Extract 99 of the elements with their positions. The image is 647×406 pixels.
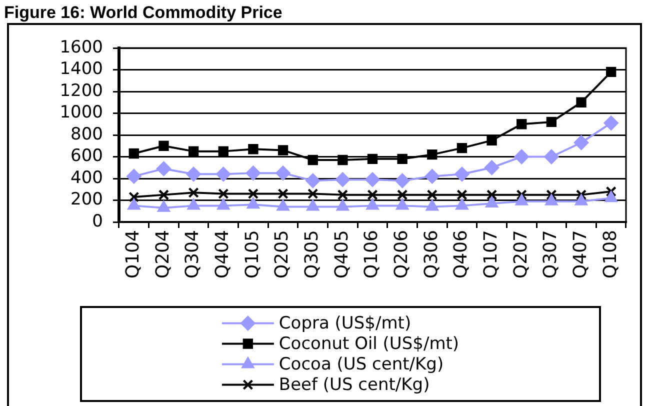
point bbox=[216, 198, 230, 210]
point bbox=[426, 189, 438, 200]
point bbox=[157, 200, 170, 212]
chart-title: Figure 16: World Commodity Price bbox=[4, 3, 282, 22]
point bbox=[246, 166, 261, 181]
x-tick-label: Q406 bbox=[450, 230, 472, 279]
point bbox=[515, 194, 528, 206]
point bbox=[338, 154, 348, 166]
x-tick-label: Q108 bbox=[600, 230, 621, 279]
point bbox=[308, 154, 318, 166]
point bbox=[485, 196, 498, 208]
legend-label: Copra (US$/mt) bbox=[278, 314, 412, 334]
y-tick-label: 1200 bbox=[60, 80, 103, 101]
legend-label: Beef (US cent/Kg) bbox=[278, 375, 430, 396]
point bbox=[546, 189, 557, 200]
y-tick-label: 600 bbox=[70, 146, 103, 166]
point bbox=[366, 198, 380, 210]
point bbox=[276, 199, 290, 211]
point bbox=[484, 160, 500, 176]
point bbox=[424, 168, 440, 184]
x-tick-label: Q204 bbox=[152, 230, 174, 279]
point bbox=[276, 166, 291, 181]
point bbox=[306, 199, 320, 211]
point bbox=[454, 166, 470, 182]
point bbox=[128, 148, 140, 159]
point bbox=[248, 188, 259, 200]
point bbox=[514, 149, 530, 164]
point bbox=[396, 189, 408, 200]
x-tick-label: Q304 bbox=[182, 230, 204, 279]
x-tick-label: Q106 bbox=[361, 230, 382, 279]
x-tick-label: Q405 bbox=[331, 230, 352, 279]
point bbox=[218, 188, 229, 200]
x-tick-label: Q407 bbox=[570, 230, 591, 279]
point bbox=[544, 149, 559, 164]
point bbox=[188, 187, 199, 198]
x-tick-label: Q307 bbox=[540, 230, 562, 279]
y-tick-label: 1600 bbox=[60, 37, 103, 58]
point bbox=[394, 173, 410, 188]
legend-label: Cocoa (US cent/Kg) bbox=[278, 354, 444, 375]
point bbox=[426, 199, 439, 211]
point bbox=[186, 166, 202, 182]
x-tick-label: Q404 bbox=[212, 230, 234, 279]
point bbox=[397, 154, 408, 164]
point bbox=[365, 172, 380, 188]
point bbox=[188, 146, 199, 156]
point bbox=[156, 161, 172, 176]
point bbox=[486, 189, 498, 200]
point bbox=[546, 116, 557, 128]
y-tick-label: 1000 bbox=[60, 102, 103, 123]
y-tick-label: 1400 bbox=[60, 59, 103, 80]
point bbox=[576, 97, 586, 108]
point bbox=[606, 186, 616, 197]
point bbox=[604, 190, 618, 202]
point bbox=[336, 199, 350, 211]
point bbox=[574, 194, 588, 206]
point bbox=[186, 198, 200, 210]
legend-label: Coconut Oil (US$/mt) bbox=[278, 334, 460, 354]
point bbox=[158, 189, 170, 200]
point bbox=[427, 149, 438, 160]
x-tick-label: Q107 bbox=[480, 230, 502, 279]
point bbox=[158, 140, 169, 151]
x-tick-label: Q306 bbox=[420, 230, 442, 279]
y-tick-label: 0 bbox=[92, 211, 103, 232]
y-tick-label: 400 bbox=[70, 168, 103, 188]
x-tick-label: Q105 bbox=[242, 230, 263, 279]
point bbox=[574, 135, 589, 150]
x-tick-label: Q205 bbox=[272, 230, 293, 279]
point bbox=[278, 188, 288, 200]
point bbox=[516, 189, 527, 200]
point bbox=[128, 192, 140, 202]
point bbox=[278, 145, 288, 156]
point bbox=[367, 189, 378, 200]
x-tick-label: Q207 bbox=[510, 230, 532, 279]
point bbox=[216, 166, 231, 182]
point bbox=[218, 146, 228, 156]
point bbox=[456, 189, 468, 200]
point bbox=[516, 119, 527, 130]
point bbox=[126, 168, 142, 184]
point bbox=[544, 194, 558, 206]
point bbox=[127, 198, 140, 210]
point bbox=[604, 116, 619, 131]
x-tick-label: Q305 bbox=[302, 230, 323, 279]
point bbox=[606, 66, 616, 78]
point bbox=[576, 189, 587, 200]
point bbox=[456, 142, 468, 154]
point bbox=[396, 198, 409, 210]
point bbox=[246, 197, 260, 209]
point bbox=[308, 188, 318, 200]
y-tick-label: 800 bbox=[70, 124, 103, 144]
point bbox=[337, 189, 348, 200]
y-tick-label: 200 bbox=[70, 190, 103, 210]
x-tick-label: Q206 bbox=[390, 230, 412, 279]
point bbox=[335, 172, 350, 188]
x-tick-label: Q104 bbox=[122, 230, 144, 279]
point bbox=[248, 144, 258, 154]
point bbox=[486, 135, 497, 146]
point bbox=[455, 198, 469, 210]
point bbox=[367, 154, 378, 164]
point bbox=[305, 173, 320, 188]
